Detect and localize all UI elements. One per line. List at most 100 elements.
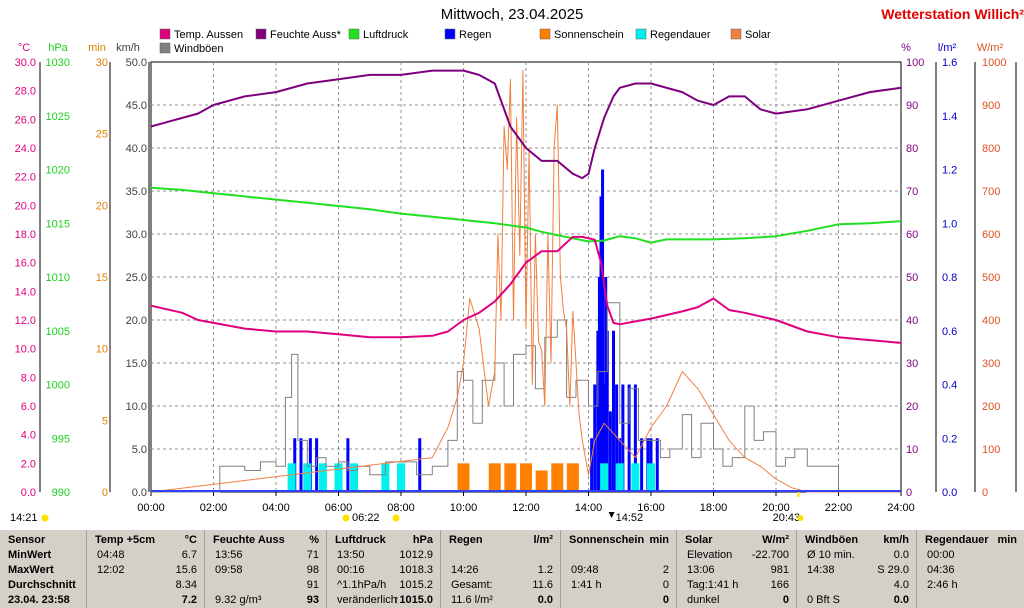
axis-tick-hpa: 1020	[46, 165, 70, 177]
stats-cell-row: 11.6 l/m² 0.0	[441, 593, 561, 607]
axis-tick-lm2: 1.2	[942, 165, 957, 177]
axis-unit-wm2: W/m²	[977, 42, 1004, 54]
x-tick-label: 04:00	[262, 502, 290, 514]
stats-column-header: Regendauer min	[917, 533, 1024, 547]
x-tick-label: 08:00	[387, 502, 415, 514]
bar-regen	[590, 438, 594, 492]
stats-column: Temp +5cm °C 04:48 6.7 12:02 15.6 8.34 7.2	[86, 530, 205, 608]
bar-regendauer	[287, 463, 296, 492]
stats-cell-row: 91	[205, 578, 327, 592]
axis-tick-pct: 30	[906, 358, 918, 370]
stats-cell-detail: Elevation	[687, 549, 733, 561]
stats-header-name: Feuchte Auss	[213, 534, 285, 546]
stats-cell-value: 93	[306, 594, 319, 606]
stats-header-unit: min	[997, 534, 1017, 546]
axis-unit-hpa: hPa	[48, 42, 68, 54]
axis-tick-wm2: 900	[982, 100, 1000, 112]
stats-cell-detail: ^1.1hPa/h	[337, 579, 387, 591]
stats-cell-row: 09:58 98	[205, 563, 327, 577]
stats-cell-value: 0.0	[537, 594, 553, 606]
stats-cell-row: 7.2	[87, 593, 205, 607]
stats-cell-row: Gesamt: 11.6	[441, 578, 561, 592]
stats-column-header: Luftdruck hPa	[327, 533, 441, 547]
bar-regen	[597, 277, 601, 492]
axis-tick-kmh: 45.0	[126, 100, 147, 112]
stats-cell-detail: 13:56	[215, 549, 243, 561]
axis-tick-hpa: 1030	[46, 57, 70, 69]
axis-unit-pct: %	[901, 42, 911, 54]
bar-regen	[601, 169, 605, 492]
series-line-luftdruck	[150, 186, 902, 244]
legend-swatch	[635, 28, 647, 40]
legend-swatch	[255, 28, 267, 40]
bar-regen	[608, 411, 612, 492]
axis-tick-pct: 50	[906, 272, 918, 284]
stats-header-unit: hPa	[412, 534, 433, 546]
stats-column: Solar W/m² Elevation -22.700 13:06 981 Tag:1:4…	[676, 530, 797, 608]
axis-tick-min: 30	[96, 57, 108, 69]
stats-cell-row	[441, 548, 561, 562]
bar-sonnenschein	[551, 463, 564, 492]
axis-tick-lm2: 0.0	[942, 487, 957, 499]
stats-column-header: Feuchte Auss%	[205, 533, 327, 547]
stats-row-label: MaxWert	[0, 563, 86, 577]
stats-cell-value: 1015.2	[399, 579, 433, 591]
legend-swatch	[159, 42, 171, 54]
stats-row-label: 23.04. 23:58	[0, 593, 86, 607]
stats-cell-value: ↑1015.0	[393, 594, 433, 606]
axis-tick-wm2: 600	[982, 229, 1000, 241]
stats-cell-detail: 13:50	[337, 549, 365, 561]
axis-tick-wm2: 500	[982, 272, 1000, 284]
stats-row-label: MinWert	[0, 548, 86, 562]
stats-cell-detail: 09:48	[571, 564, 599, 576]
stats-cell-detail: 9.32 g/m³	[215, 594, 262, 606]
stats-cell-row: 8.34	[87, 578, 205, 592]
axis-tick-temp: 30.0	[15, 57, 36, 69]
axis-unit-temp: °C	[18, 42, 30, 54]
axis-tick-kmh: 0.0	[132, 487, 147, 499]
stats-cell-row: 09:48 2	[561, 563, 677, 577]
legend-swatch	[444, 28, 456, 40]
legend-label: Regendauer	[650, 29, 711, 41]
stats-row-label-text: Sensor	[8, 534, 46, 546]
stats-cell-row	[917, 593, 1024, 607]
bar-sonnenschein	[504, 463, 517, 492]
marker-sunset: 20:43	[773, 512, 801, 524]
bar-sonnenschein	[457, 463, 470, 492]
axis-tick-lm2: 1.0	[942, 218, 957, 230]
sunrise-dot-icon	[392, 514, 400, 522]
axis-unit-lm2: l/m²	[938, 42, 957, 54]
axis-tick-temp: 26.0	[15, 114, 36, 126]
bar-regen	[596, 330, 600, 492]
bar-sonnenschein	[566, 463, 579, 492]
stats-header-unit: °C	[184, 534, 197, 546]
stats-cell-row: 0 Bft S 0.0	[797, 593, 917, 607]
stats-column-header: Windböen km/h	[797, 533, 917, 547]
legend-swatch	[348, 28, 360, 40]
bar-regendauer	[381, 463, 390, 492]
legend-label: Regen	[459, 29, 491, 41]
x-tick-label: 22:00	[825, 502, 853, 514]
legend-label: Sonnenschein	[554, 29, 624, 41]
axis-tick-wm2: 1000	[982, 57, 1006, 69]
stats-cell-value: 11.6	[532, 579, 553, 591]
axis-tick-temp: 16.0	[15, 258, 36, 270]
axis-tick-hpa: 1010	[46, 272, 70, 284]
stats-cell-detail: 1:41 h	[571, 579, 602, 591]
bar-regendauer	[318, 463, 327, 492]
axis-tick-kmh: 20.0	[126, 315, 147, 327]
stats-cell-value: S 29.0	[877, 564, 909, 576]
stats-cell-detail: 04:48	[97, 549, 125, 561]
stats-cell-row	[561, 548, 677, 562]
stats-header-name: Sonnenschein	[569, 534, 645, 546]
stats-header-unit: l/m²	[533, 534, 553, 546]
axis-tick-hpa: 1015	[46, 218, 70, 230]
sun-icon	[41, 514, 49, 522]
axis-tick-hpa: 1025	[46, 111, 70, 123]
bar-regen	[621, 384, 625, 492]
station-name[interactable]: Wetterstation Willich²	[881, 6, 1024, 22]
stats-cell-row: 00:00	[917, 548, 1024, 562]
stats-cell-row: Tag:1:41 h 166	[677, 578, 797, 592]
axis-tick-wm2: 300	[982, 358, 1000, 370]
legend-label: Solar	[745, 29, 771, 41]
